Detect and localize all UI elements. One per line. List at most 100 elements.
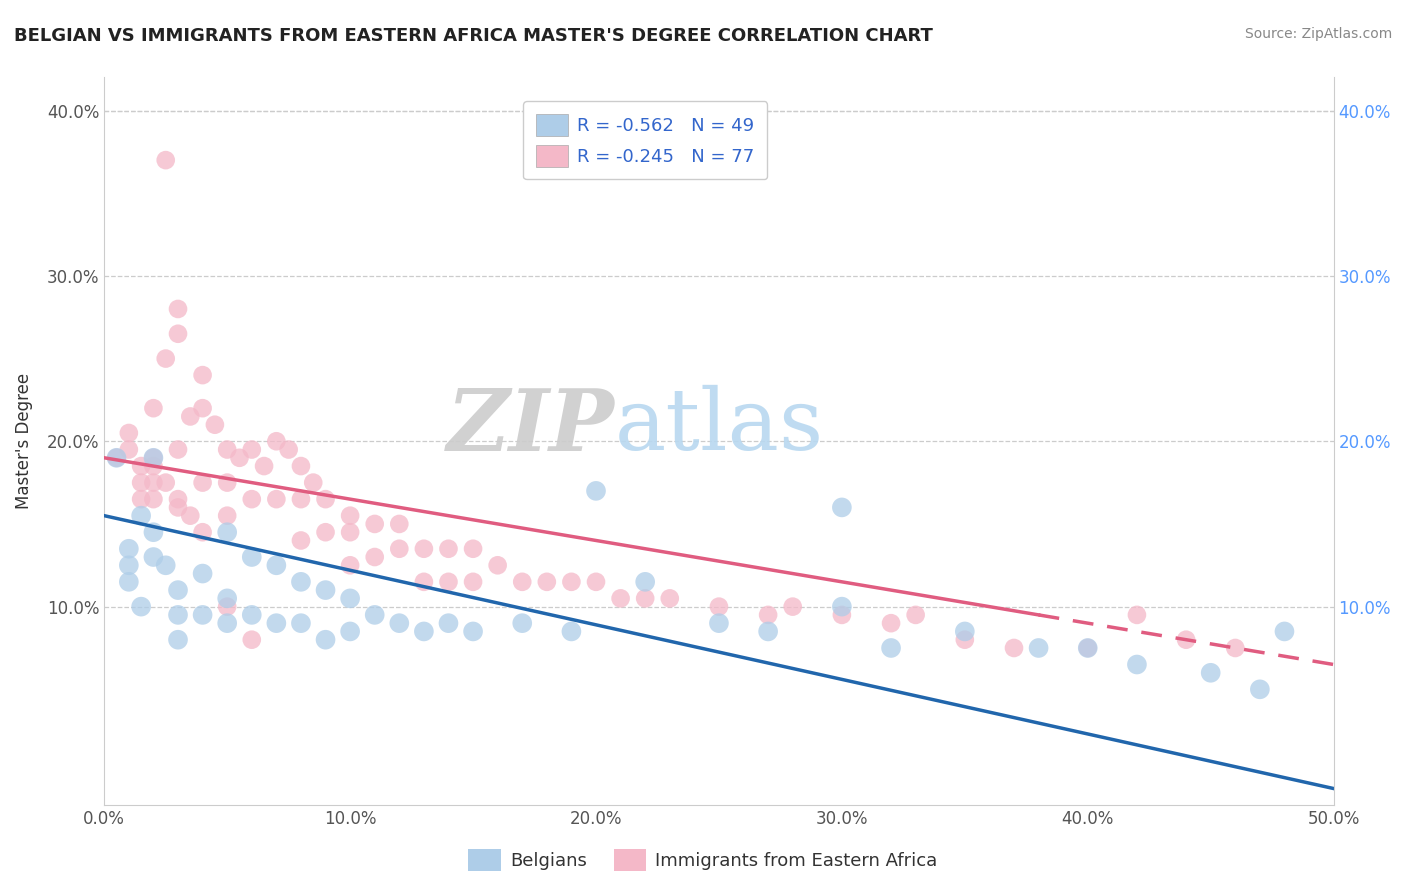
Point xyxy=(585,483,607,498)
Point xyxy=(118,425,141,440)
Point xyxy=(240,442,263,457)
Point xyxy=(191,368,214,383)
Text: BELGIAN VS IMMIGRANTS FROM EASTERN AFRICA MASTER'S DEGREE CORRELATION CHART: BELGIAN VS IMMIGRANTS FROM EASTERN AFRIC… xyxy=(14,27,934,45)
Point xyxy=(129,492,152,507)
Point xyxy=(217,591,239,606)
Point xyxy=(461,541,484,556)
Point xyxy=(339,558,361,573)
Point xyxy=(118,442,141,457)
Point xyxy=(339,508,361,523)
Point xyxy=(880,640,903,655)
Point xyxy=(1028,640,1050,655)
Point xyxy=(437,541,460,556)
Point xyxy=(217,442,239,457)
Point xyxy=(364,516,387,531)
Point xyxy=(204,417,226,432)
Point xyxy=(302,475,325,490)
Point xyxy=(191,401,214,416)
Point xyxy=(510,616,533,631)
Point xyxy=(142,549,165,564)
Point xyxy=(167,607,190,622)
Point xyxy=(364,607,387,622)
Point xyxy=(290,492,312,507)
Point xyxy=(1126,607,1149,622)
Point xyxy=(831,500,853,515)
Point xyxy=(560,574,582,589)
Point xyxy=(167,442,190,457)
Point xyxy=(277,442,299,457)
Point xyxy=(437,616,460,631)
Point xyxy=(167,500,190,515)
Point xyxy=(290,574,312,589)
Point xyxy=(1002,640,1025,655)
Point xyxy=(167,583,190,598)
Point xyxy=(634,574,657,589)
Point xyxy=(228,450,250,465)
Point xyxy=(142,450,165,465)
Point xyxy=(461,624,484,639)
Point xyxy=(953,624,976,639)
Point xyxy=(191,525,214,540)
Point xyxy=(290,458,312,473)
Point xyxy=(240,607,263,622)
Text: atlas: atlas xyxy=(614,385,824,468)
Point xyxy=(437,574,460,589)
Point xyxy=(155,153,177,168)
Point xyxy=(1225,640,1247,655)
Point xyxy=(1274,624,1296,639)
Point xyxy=(290,533,312,548)
Point xyxy=(142,492,165,507)
Point xyxy=(191,475,214,490)
Point xyxy=(155,351,177,366)
Point xyxy=(536,574,558,589)
Point xyxy=(155,475,177,490)
Point xyxy=(105,450,128,465)
Point xyxy=(155,558,177,573)
Point xyxy=(217,508,239,523)
Legend: R = -0.562   N = 49, R = -0.245   N = 77: R = -0.562 N = 49, R = -0.245 N = 77 xyxy=(523,101,768,179)
Point xyxy=(129,508,152,523)
Point xyxy=(831,607,853,622)
Point xyxy=(142,458,165,473)
Point xyxy=(1077,640,1099,655)
Point xyxy=(129,475,152,490)
Point xyxy=(510,574,533,589)
Point xyxy=(388,541,411,556)
Point xyxy=(240,549,263,564)
Point xyxy=(560,624,582,639)
Point xyxy=(167,326,190,341)
Point xyxy=(315,492,337,507)
Point xyxy=(142,401,165,416)
Point xyxy=(179,508,201,523)
Point xyxy=(240,632,263,647)
Point xyxy=(129,458,152,473)
Point xyxy=(1175,632,1198,647)
Y-axis label: Master's Degree: Master's Degree xyxy=(15,373,32,509)
Point xyxy=(388,616,411,631)
Point xyxy=(217,616,239,631)
Point xyxy=(412,574,434,589)
Point xyxy=(486,558,509,573)
Point xyxy=(240,492,263,507)
Point xyxy=(217,525,239,540)
Point xyxy=(585,574,607,589)
Point xyxy=(167,492,190,507)
Point xyxy=(266,558,288,573)
Text: ZIP: ZIP xyxy=(447,385,614,468)
Point xyxy=(217,475,239,490)
Point xyxy=(364,549,387,564)
Legend: Belgians, Immigrants from Eastern Africa: Belgians, Immigrants from Eastern Africa xyxy=(461,842,945,879)
Point xyxy=(1077,640,1099,655)
Point xyxy=(266,492,288,507)
Point xyxy=(412,541,434,556)
Point xyxy=(118,558,141,573)
Point xyxy=(315,632,337,647)
Point xyxy=(167,632,190,647)
Point xyxy=(266,434,288,449)
Point xyxy=(904,607,927,622)
Point xyxy=(412,624,434,639)
Point xyxy=(315,525,337,540)
Point xyxy=(179,409,201,424)
Point xyxy=(167,301,190,316)
Point xyxy=(266,616,288,631)
